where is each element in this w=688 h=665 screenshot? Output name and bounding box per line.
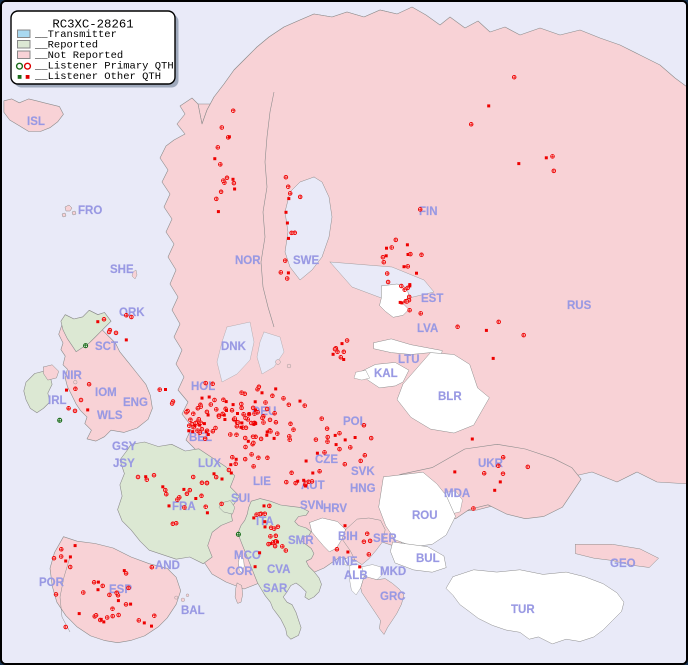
- svg-text:ALB: ALB: [344, 570, 368, 582]
- svg-text:UKR: UKR: [478, 458, 504, 470]
- svg-text:DNK: DNK: [221, 341, 247, 353]
- svg-text:LIE: LIE: [253, 476, 271, 488]
- svg-text:BAL: BAL: [181, 605, 205, 617]
- svg-text:JSY: JSY: [113, 458, 135, 470]
- svg-text:SUI: SUI: [231, 493, 250, 505]
- svg-text:CVA: CVA: [267, 564, 290, 576]
- svg-text:ISL: ISL: [27, 116, 45, 128]
- svg-text:MNE: MNE: [332, 556, 358, 568]
- svg-text:GEO: GEO: [610, 558, 636, 570]
- svg-text:WLS: WLS: [97, 410, 123, 422]
- svg-text:LVA: LVA: [417, 323, 438, 335]
- svg-text:MKD: MKD: [380, 566, 406, 578]
- svg-text:NIR: NIR: [62, 370, 83, 382]
- svg-text:FRO: FRO: [78, 205, 102, 217]
- svg-text:LTU: LTU: [398, 354, 420, 366]
- svg-text:__Listener Other QTH: __Listener Other QTH: [34, 71, 161, 83]
- svg-text:ENG: ENG: [123, 397, 148, 409]
- svg-text:SVN: SVN: [300, 500, 324, 512]
- svg-text:HNG: HNG: [350, 483, 376, 495]
- svg-text:SCT: SCT: [95, 341, 118, 353]
- svg-text:TUR: TUR: [511, 604, 535, 616]
- svg-text:COR: COR: [227, 566, 253, 578]
- svg-text:SMR: SMR: [288, 535, 314, 547]
- svg-text:BUL: BUL: [416, 553, 440, 565]
- svg-text:SWE: SWE: [293, 255, 320, 267]
- svg-text:EST: EST: [421, 293, 443, 305]
- svg-text:AND: AND: [155, 560, 180, 572]
- svg-text:LUX: LUX: [198, 458, 221, 470]
- svg-text:HRV: HRV: [323, 503, 347, 515]
- svg-text:MDA: MDA: [444, 488, 470, 500]
- svg-text:SVK: SVK: [351, 466, 375, 478]
- svg-text:GRC: GRC: [380, 591, 406, 603]
- svg-text:KAL: KAL: [374, 368, 398, 380]
- svg-text:MCO: MCO: [234, 550, 261, 562]
- svg-text:BLR: BLR: [438, 391, 462, 403]
- svg-text:CZE: CZE: [315, 454, 338, 466]
- svg-text:SAR: SAR: [263, 583, 288, 595]
- svg-text:POR: POR: [39, 577, 65, 589]
- svg-text:IOM: IOM: [95, 387, 117, 399]
- svg-text:GSY: GSY: [112, 441, 137, 453]
- svg-text:IRL: IRL: [48, 395, 67, 407]
- svg-text:SHE: SHE: [110, 264, 134, 276]
- svg-text:ROU: ROU: [412, 510, 438, 522]
- svg-text:SER: SER: [373, 533, 397, 545]
- svg-text:RUS: RUS: [567, 300, 592, 312]
- svg-text:NOR: NOR: [235, 255, 261, 267]
- svg-text:BIH: BIH: [338, 531, 358, 543]
